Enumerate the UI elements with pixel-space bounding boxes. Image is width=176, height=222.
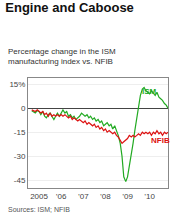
svg-text:Percentage change in the ISMma: Percentage change in the ISMmanufacturin… [8, 47, 116, 66]
svg-text:2005: 2005 [30, 192, 48, 201]
svg-text:-15: -15 [14, 128, 26, 137]
svg-text:Sources: ISM; NFIB: Sources: ISM; NFIB [8, 206, 70, 213]
svg-text:’09: ’09 [122, 192, 133, 201]
svg-text:15%: 15% [9, 80, 25, 89]
svg-text:-30: -30 [14, 152, 26, 161]
svg-text:’06: ’06 [56, 192, 67, 201]
svg-text:ISM: ISM [142, 87, 157, 96]
svg-text:NFIB: NFIB [151, 136, 170, 145]
svg-text:’10: ’10 [144, 192, 155, 201]
svg-text:Engine and Caboose: Engine and Caboose [5, 0, 134, 15]
svg-text:’08: ’08 [100, 192, 111, 201]
svg-text:-45: -45 [14, 176, 26, 185]
svg-text:’07: ’07 [78, 192, 89, 201]
svg-text:0: 0 [21, 104, 26, 113]
